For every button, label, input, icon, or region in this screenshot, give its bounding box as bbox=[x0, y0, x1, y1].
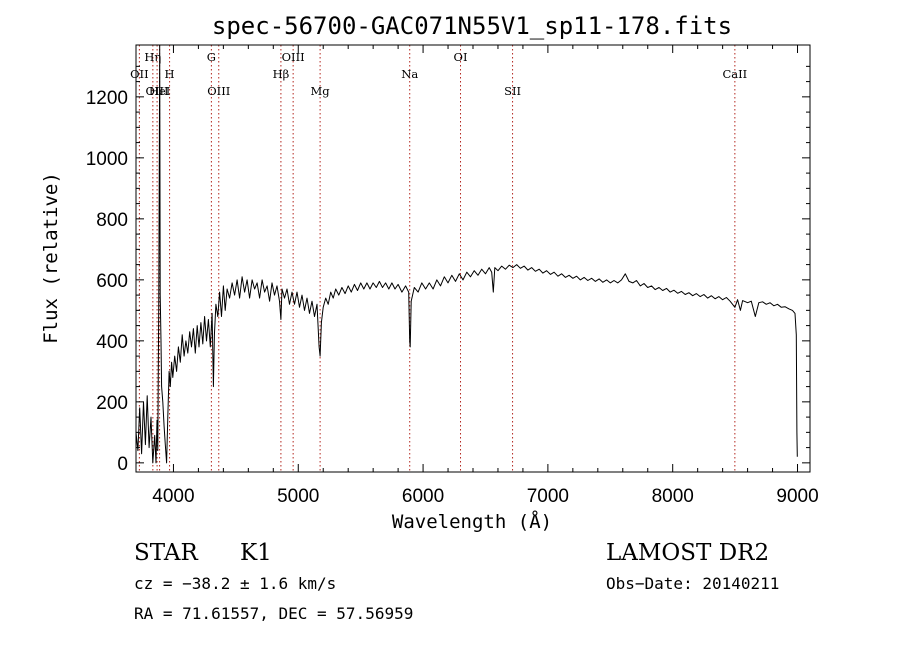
line-label-9: Mg bbox=[311, 84, 331, 98]
line-label-7: Hβ bbox=[273, 67, 290, 81]
redshift-text: cz = −38.2 ± 1.6 km/s bbox=[134, 574, 336, 593]
obs-date-text: Obs−Date: 20140211 bbox=[606, 574, 779, 593]
y-tick-label-800: 800 bbox=[96, 210, 128, 231]
x-tick-label-6000: 6000 bbox=[402, 486, 444, 507]
x-axis-title: Wavelength (Å) bbox=[392, 510, 552, 533]
x-tick-label-7000: 7000 bbox=[527, 486, 569, 507]
line-label-8: OIII bbox=[282, 50, 305, 64]
line-label-3: H bbox=[165, 67, 175, 81]
chart-title: spec-56700-GAC071N55V1_sp11-178.fits bbox=[212, 12, 732, 40]
y-axis-title: Flux (relative) bbox=[40, 172, 62, 344]
survey-name: LAMOST DR2 bbox=[606, 540, 769, 566]
plot-frame bbox=[135, 44, 811, 473]
line-label-6: OIII bbox=[207, 84, 230, 98]
coordinates-text: RA = 71.61557, DEC = 57.56959 bbox=[134, 604, 413, 623]
line-label-5: G bbox=[207, 50, 216, 64]
y-tick-label-400: 400 bbox=[96, 332, 128, 353]
spectral-subclass: K1 bbox=[240, 540, 272, 566]
y-tick-label-600: 600 bbox=[96, 271, 128, 292]
y-tick-label-1000: 1000 bbox=[86, 149, 128, 170]
y-tick-label-1200: 1200 bbox=[86, 88, 128, 109]
line-label-1: Hη bbox=[144, 50, 161, 64]
line-label-0: OII bbox=[130, 67, 149, 81]
line-label-2: OIII bbox=[146, 84, 169, 98]
x-tick-label-9000: 9000 bbox=[776, 486, 818, 507]
y-tick-label-0: 0 bbox=[117, 454, 128, 475]
axis-ticks: 4000 5000 6000 7000 8000 9000 0 200 400 600 800 100… bbox=[86, 45, 819, 507]
x-tick-label-4000: 4000 bbox=[152, 486, 194, 507]
line-label-12: SII bbox=[504, 84, 521, 98]
object-type: STAR bbox=[134, 540, 198, 566]
x-tick-label-5000: 5000 bbox=[277, 486, 319, 507]
line-label-11: OI bbox=[454, 50, 468, 64]
x-tick-label-8000: 8000 bbox=[652, 486, 694, 507]
spectrum-series bbox=[135, 44, 798, 464]
line-label-10: Na bbox=[401, 67, 418, 81]
line-label-13: CaII bbox=[722, 67, 747, 81]
y-tick-label-200: 200 bbox=[96, 393, 128, 414]
spectrum-line-0 bbox=[135, 44, 798, 464]
